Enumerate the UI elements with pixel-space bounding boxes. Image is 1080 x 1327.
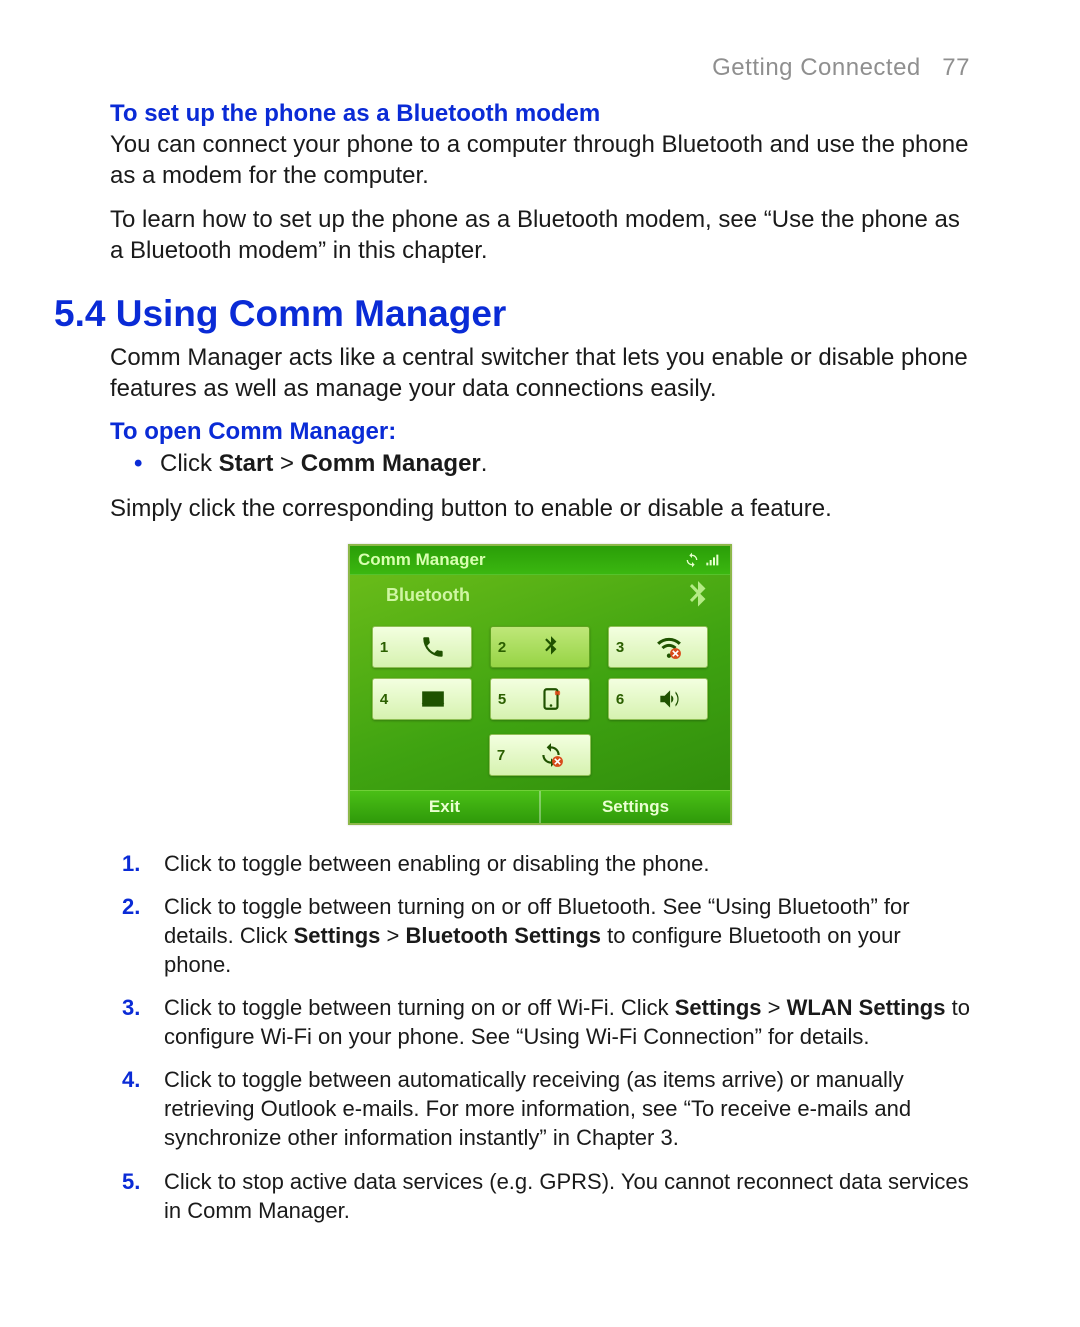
bold: Comm Manager: [301, 450, 481, 477]
item-number: 1.: [110, 849, 164, 878]
paragraph: Comm Manager acts like a central switche…: [110, 343, 970, 404]
item-text: Click to toggle between automatically re…: [164, 1065, 970, 1152]
item-text: Click to toggle between turning on or of…: [164, 993, 970, 1051]
comm-button-6[interactable]: 6: [608, 678, 708, 720]
item-text: Click to stop active data services (e.g.…: [164, 1167, 970, 1225]
button-grid: 1 2 3 4 5 6: [350, 622, 730, 734]
wifi-off-icon: [631, 634, 707, 660]
text: Click: [160, 450, 219, 477]
paragraph: You can connect your phone to a computer…: [110, 130, 970, 191]
embedded-screenshot: Comm Manager Bluetooth 1 2 3 4 5 6 7 Exit Set…: [110, 544, 970, 825]
section-name: Using Comm Manager: [116, 293, 507, 334]
highlight-label: Bluetooth: [364, 575, 470, 616]
section-name: Getting Connected: [712, 54, 921, 81]
comm-button-3[interactable]: 3: [608, 626, 708, 668]
button-number: 6: [609, 691, 631, 708]
button-number: 1: [373, 639, 395, 656]
list-item: 2.Click to toggle between turning on or …: [110, 892, 970, 979]
comm-button-7[interactable]: 7: [489, 734, 591, 776]
button-number: 2: [491, 639, 513, 656]
comm-manager-screen: Comm Manager Bluetooth 1 2 3 4 5 6 7 Exit Set…: [348, 544, 732, 825]
comm-button-4[interactable]: 4: [372, 678, 472, 720]
page: Getting Connected 77 To set up the phone…: [0, 0, 1080, 1299]
item-number: 3.: [110, 993, 164, 1051]
softkey-bar: Exit Settings: [350, 790, 730, 823]
item-text: Click to toggle between enabling or disa…: [164, 849, 970, 878]
button-number: 5: [491, 691, 513, 708]
comm-button-2[interactable]: 2: [490, 626, 590, 668]
bold: Start: [219, 450, 274, 477]
bluetooth-big-icon: [680, 578, 716, 614]
page-number: 77: [942, 54, 970, 81]
signal-icon: [704, 552, 722, 568]
section-number: 5.4: [54, 293, 105, 334]
subheading-bt-modem: To set up the phone as a Bluetooth modem: [110, 100, 970, 128]
paragraph: To learn how to set up the phone as a Bl…: [110, 205, 970, 266]
item-text: Click to toggle between turning on or of…: [164, 892, 970, 979]
app-title: Comm Manager: [358, 550, 486, 570]
text: .: [481, 450, 488, 477]
list-item: 5.Click to stop active data services (e.…: [110, 1167, 970, 1225]
data-off-icon: [513, 686, 589, 712]
phone-titlebar: Comm Manager: [350, 546, 730, 575]
button-number: 4: [373, 691, 395, 708]
paragraph: Simply click the corresponding button to…: [110, 494, 970, 525]
ringer-icon: [631, 686, 707, 712]
softkey-right[interactable]: Settings: [541, 791, 730, 823]
bullet-item: Click Start > Comm Manager.: [110, 448, 970, 479]
list-item: 4.Click to toggle between automatically …: [110, 1065, 970, 1152]
section-title: 5.4 Using Comm Manager: [54, 293, 970, 335]
running-header: Getting Connected 77: [110, 54, 970, 82]
status-icons: [684, 552, 722, 568]
item-number: 5.: [110, 1167, 164, 1225]
comm-button-1[interactable]: 1: [372, 626, 472, 668]
activesync-off-icon: [512, 742, 590, 768]
button-grid-row2: 7: [350, 734, 730, 790]
list-item: 1.Click to toggle between enabling or di…: [110, 849, 970, 878]
button-number: 3: [609, 639, 631, 656]
softkey-left[interactable]: Exit: [350, 791, 539, 823]
mail-sync-icon: [395, 686, 471, 712]
item-number: 2.: [110, 892, 164, 979]
list-item: 3.Click to toggle between turning on or …: [110, 993, 970, 1051]
subheading-open-comm: To open Comm Manager:: [110, 418, 970, 446]
phone-icon: [395, 634, 471, 660]
sync-icon: [684, 552, 700, 568]
text: >: [273, 450, 300, 477]
item-number: 4.: [110, 1065, 164, 1152]
comm-button-5[interactable]: 5: [490, 678, 590, 720]
bluetooth-icon: [513, 634, 589, 660]
button-number: 7: [490, 747, 512, 764]
numbered-list: 1.Click to toggle between enabling or di…: [110, 849, 970, 1224]
highlight-row: Bluetooth: [350, 575, 730, 622]
